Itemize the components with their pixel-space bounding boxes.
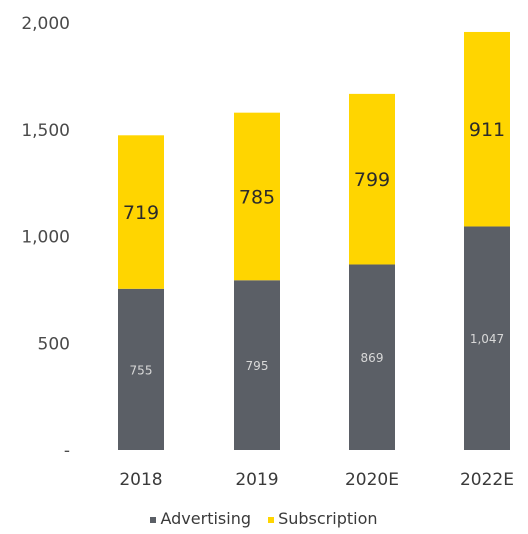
legend-swatch-subscription xyxy=(268,516,275,523)
bar-advertising xyxy=(118,288,164,450)
x-tick-label: 2022E xyxy=(460,470,514,490)
y-tick-label: 500 xyxy=(38,334,70,354)
bar-subscription xyxy=(464,31,510,227)
x-tick-label: 2020E xyxy=(345,470,399,490)
x-tick-label: 2018 xyxy=(119,470,162,490)
legend-label-subscription: Subscription xyxy=(278,509,378,528)
data-label-advertising: 1,047 xyxy=(470,332,504,346)
legend: Advertising Subscription xyxy=(0,509,528,528)
x-tick-label: 2019 xyxy=(235,470,278,490)
bar-advertising xyxy=(464,226,510,450)
bar-subscription xyxy=(234,112,280,281)
legend-item-subscription: Subscription xyxy=(268,509,378,528)
y-tick-label: 1,000 xyxy=(21,228,70,248)
data-label-subscription: 911 xyxy=(469,119,505,141)
y-axis: - 500 1,000 1,500 2,000 xyxy=(21,14,70,461)
legend-item-advertising: Advertising xyxy=(150,509,251,528)
legend-swatch-advertising xyxy=(150,516,157,523)
data-label-subscription: 799 xyxy=(354,169,390,191)
bar-advertising xyxy=(234,280,280,450)
bars: 719 755 785 795 799 869 911 1,047 xyxy=(118,31,510,450)
data-label-subscription: 719 xyxy=(123,202,159,224)
y-tick-label: 2,000 xyxy=(21,14,70,34)
bar-subscription xyxy=(118,135,164,289)
data-label-advertising: 755 xyxy=(130,363,153,377)
data-label-advertising: 869 xyxy=(361,351,384,365)
data-label-subscription: 785 xyxy=(239,186,275,208)
y-tick-label: - xyxy=(64,441,70,461)
y-tick-label: 1,500 xyxy=(21,121,70,141)
legend-label-advertising: Advertising xyxy=(160,509,251,528)
bar-subscription xyxy=(349,93,395,265)
data-label-advertising: 795 xyxy=(246,359,269,373)
bar-advertising xyxy=(349,264,395,450)
x-axis: 2018 2019 2020E 2022E xyxy=(119,470,514,490)
